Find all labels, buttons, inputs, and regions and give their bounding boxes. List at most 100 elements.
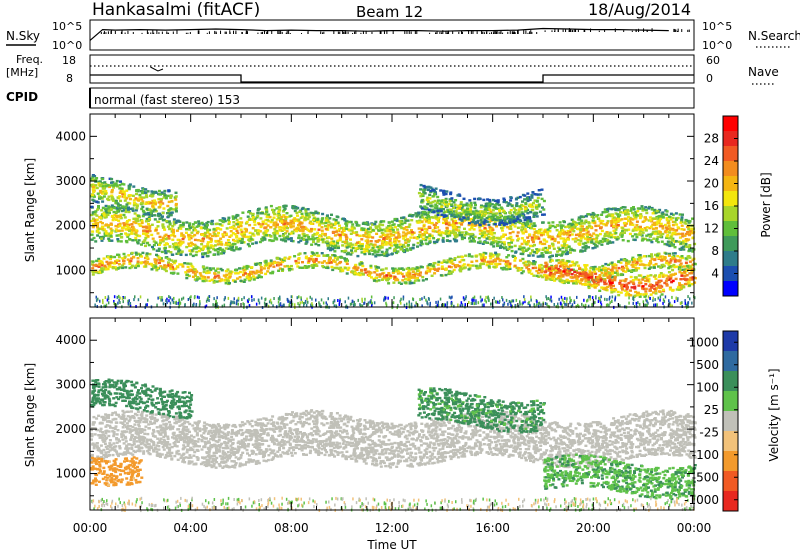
power-cell <box>559 254 563 257</box>
power-cell <box>265 229 269 233</box>
power-cell <box>321 264 325 268</box>
power-cell <box>262 231 266 234</box>
power-cell <box>582 222 586 225</box>
power-cell <box>145 241 149 245</box>
power-cell <box>272 232 276 235</box>
power-cell <box>498 262 502 266</box>
power-cell <box>665 259 669 263</box>
power-cell <box>388 229 392 233</box>
power-cell <box>687 249 691 253</box>
power-cell <box>91 270 95 273</box>
power-cell <box>653 258 657 262</box>
power-cell <box>520 203 524 207</box>
power-cell <box>142 232 145 235</box>
power-cell <box>444 192 448 196</box>
power-cell <box>540 197 544 201</box>
power-cell <box>158 241 162 245</box>
power-cell <box>163 189 167 193</box>
power-cell <box>264 222 268 225</box>
power-cell <box>599 222 603 225</box>
power-cell <box>568 251 572 254</box>
power-cell <box>310 255 314 258</box>
power-cell <box>371 228 375 232</box>
power-cell <box>691 263 695 266</box>
power-cell <box>421 279 425 282</box>
power-cell <box>434 217 438 220</box>
power-cell <box>691 231 695 235</box>
power-cell <box>664 252 668 255</box>
power-cell <box>343 218 346 221</box>
power-cell <box>545 267 549 271</box>
power-cell <box>680 242 684 245</box>
power-cell <box>663 256 667 259</box>
power-cell <box>203 276 207 279</box>
power-cell <box>158 243 161 246</box>
power-cell <box>639 230 643 233</box>
power-cell <box>339 270 343 273</box>
power-cell <box>151 194 155 197</box>
power-cell <box>260 239 264 242</box>
power-cell <box>568 271 572 274</box>
power-cell <box>284 217 288 221</box>
power-cell <box>222 274 226 277</box>
power-cell <box>157 247 161 250</box>
power-cell <box>293 217 297 220</box>
power-cell <box>639 213 643 216</box>
power-cell <box>149 202 153 205</box>
power-cell <box>350 246 354 249</box>
power-cell <box>162 266 166 269</box>
power-cell <box>446 208 450 212</box>
power-cell <box>578 221 582 224</box>
power-cell <box>130 223 134 226</box>
power-cell <box>107 209 111 212</box>
power-cell <box>537 232 541 235</box>
power-cell <box>675 265 679 268</box>
power-cell <box>197 220 201 223</box>
power-cell <box>340 250 344 253</box>
power-cell <box>542 231 546 235</box>
power-cell <box>285 221 289 225</box>
power-cell <box>478 240 482 243</box>
power-cell <box>392 281 396 284</box>
power-cell <box>187 235 191 239</box>
power-cell <box>601 219 605 223</box>
power-cell <box>678 266 681 269</box>
power-cell <box>321 217 325 220</box>
power-cell <box>345 224 349 227</box>
power-cell <box>572 225 576 228</box>
power-cell <box>680 265 683 268</box>
power-cell <box>203 224 207 227</box>
noise-panel-frame <box>89 19 695 51</box>
power-cell <box>124 232 128 235</box>
power-cell <box>535 274 539 278</box>
power-cell <box>326 226 330 229</box>
power-cell <box>559 272 563 275</box>
power-cell <box>517 267 520 270</box>
power-cell <box>284 237 288 240</box>
power-cell <box>310 227 313 231</box>
power-cell <box>483 210 487 213</box>
power-cell <box>213 276 217 280</box>
power-cell <box>206 247 210 250</box>
power-cell <box>283 222 286 225</box>
power-cell <box>497 253 501 256</box>
power-cell <box>671 232 675 235</box>
power-cell <box>280 229 284 232</box>
power-cell <box>166 212 169 215</box>
power-cell <box>223 217 227 220</box>
power-cell <box>626 268 630 271</box>
power-cell <box>138 224 142 227</box>
power-cell <box>397 246 401 249</box>
power-cell <box>596 240 600 243</box>
power-cell <box>329 241 333 245</box>
power-cell <box>510 245 514 249</box>
power-cell <box>547 265 551 269</box>
power-cell <box>414 272 417 275</box>
power-cell <box>601 211 605 214</box>
power-cell <box>174 246 178 249</box>
power-cell <box>415 277 419 280</box>
power-cell <box>598 219 602 223</box>
power-cell <box>610 261 614 264</box>
power-cell <box>228 276 232 279</box>
power-cell <box>542 213 546 216</box>
